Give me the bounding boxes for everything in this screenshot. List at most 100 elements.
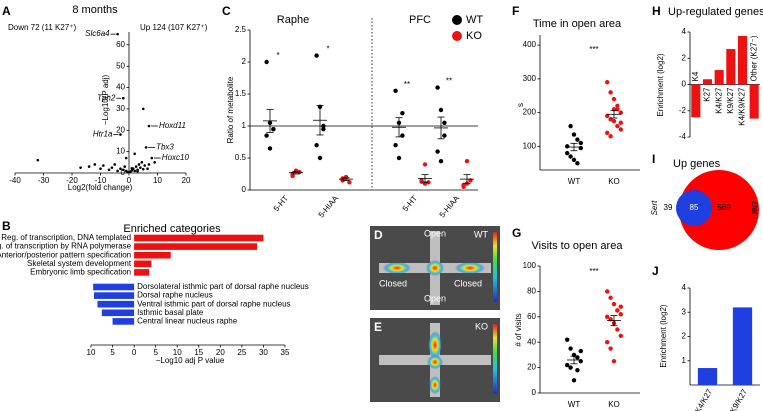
data-point [578,145,583,151]
data-point [438,159,444,164]
data-point [136,169,139,173]
heat-blob [429,376,441,394]
significance: ** [446,77,452,86]
data-point [150,156,154,160]
x-tick-label: 35 [281,348,290,357]
y-tick-label: 30 [116,104,125,113]
heat-blob [426,260,444,276]
data-point [133,152,136,156]
data-point [124,156,128,160]
panel-letter: B [2,219,11,233]
category-label: Anterior/posterior pattern specification [0,250,131,259]
region-count: 569 [717,203,731,212]
y-tick-label: 60 [527,312,536,321]
x-tick-label: KO [608,177,620,186]
y-tick-label: 20 [527,363,536,372]
data-point [608,90,613,95]
bar [691,84,701,118]
bar [702,79,713,85]
data-point [146,167,149,171]
x-tick-label: 5-HIAA [438,193,462,219]
data-point [568,154,573,159]
category-label: Dorsal raphe nucleus [137,291,213,300]
data-point [123,165,127,168]
data-point [565,362,570,368]
x-tick-label: 5 [153,348,158,357]
y-tick-label: 100 [523,141,537,150]
category-label: K9/K27 [728,387,749,411]
y-tick-label: 2 [682,332,687,341]
data-point [116,169,119,173]
data-point [618,304,623,309]
y-tick-label: 0 [682,80,687,89]
heat-blob [427,355,443,369]
y-tick-label: 4 [682,283,687,292]
data-point [605,314,610,319]
x-tick-label: 5 [110,348,115,357]
image-label: WT [474,229,488,239]
data-point [575,367,580,373]
y-tick-label: 4 [682,27,687,36]
data-point [141,167,145,171]
bar [134,269,150,276]
data-point [141,107,145,111]
panel-letter: F [512,4,519,18]
data-point [126,170,129,174]
chart-title: Enriched categories [123,223,221,235]
data-point [122,96,125,100]
category-label: Other (K27⁻) [749,35,758,81]
y-axis-label: Enrichment (log2) [656,53,665,116]
data-point [317,155,323,161]
data-point [119,167,122,171]
category-label: K4 [691,71,700,81]
data-point [264,133,269,138]
color-bar [493,232,497,302]
data-point [419,179,424,184]
category-label: K4/K27 [693,387,714,411]
arm-label: Open [424,228,446,238]
data-point [393,88,398,94]
data-point [130,169,134,172]
data-point [293,168,299,173]
x-tick-label: 10 [153,176,162,185]
y-axis-label: # of visits [514,313,523,346]
x-tick-label: 30 [259,348,268,357]
x-tick-label: 5-HT [401,194,419,213]
significance: * [326,45,329,54]
data-point [99,167,102,171]
x-tick-label: 25 [237,348,246,357]
y-axis-label: s [516,103,525,107]
legend-marker [452,15,462,25]
data-point [153,161,156,164]
y-tick-label: 1 [682,356,687,365]
data-point [611,96,617,102]
x-tick-label: -20 [66,176,78,185]
data-point [140,161,144,164]
data-point [605,80,610,85]
set-label: Dat [750,202,759,215]
y-tick-label: 200 [523,108,537,117]
chart-title: Up-regulated genes [668,6,763,18]
y-axis-label: Enrichment (log2) [659,304,668,367]
panel-letter: A [2,4,11,18]
y-tick-label: 0 [242,185,247,194]
data-point [605,340,610,345]
y-tick-label: 50 [116,61,125,70]
x-tick-label: 0 [127,176,132,185]
bar [94,292,135,299]
x-tick-label: 0 [132,348,137,357]
bar [93,283,135,291]
y-tick-label: 0.5 [235,153,247,162]
data-point [340,176,345,181]
data-point [442,133,447,138]
bar [749,84,759,119]
significance: *** [589,45,598,54]
category-label: K27 [703,87,712,102]
data-point [575,161,580,166]
bar [726,49,736,85]
x-tick-label: 15 [194,348,203,357]
group-title: PFC [409,14,431,26]
chart-title: 8 months [72,4,118,16]
x-axis-label: Log2(fold change) [68,183,133,192]
